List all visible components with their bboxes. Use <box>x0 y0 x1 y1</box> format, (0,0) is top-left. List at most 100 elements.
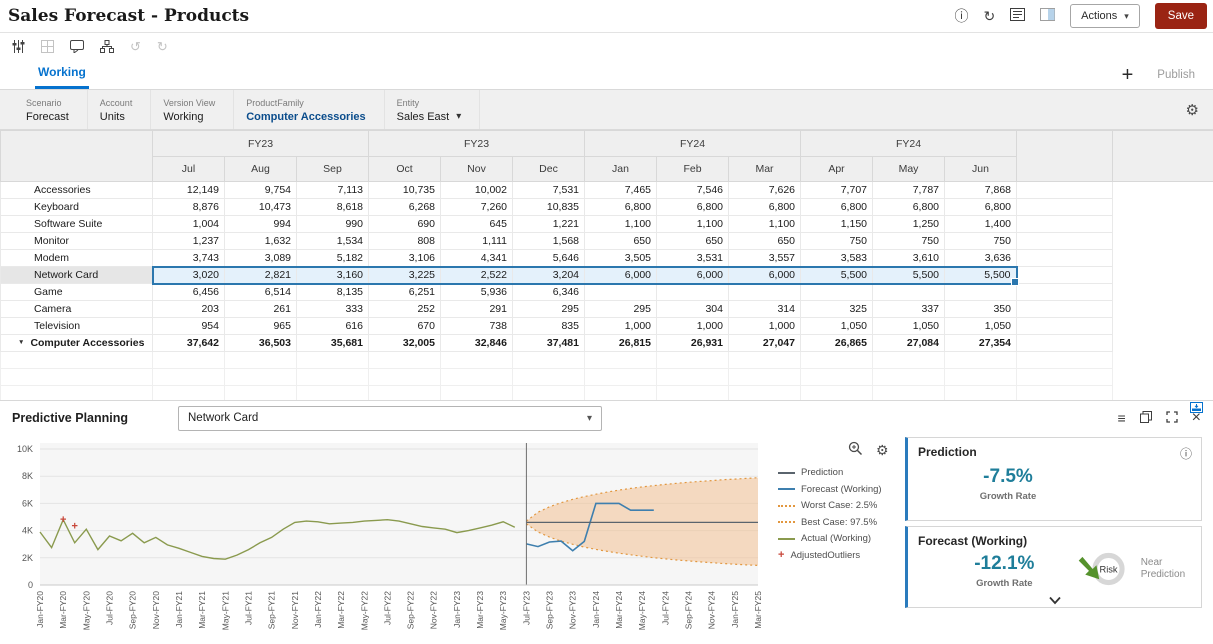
data-cell[interactable]: 35,681 <box>296 334 369 352</box>
data-cell[interactable] <box>800 385 873 400</box>
data-cell[interactable]: 954 <box>152 317 225 335</box>
pov-settings-gear-icon[interactable]: ⚙ <box>1185 101 1199 119</box>
row-header-cell[interactable]: Modem <box>0 249 153 267</box>
data-cell[interactable] <box>224 351 297 369</box>
data-cell[interactable]: 6,800 <box>656 198 729 216</box>
row-header-cell[interactable]: Television <box>0 317 153 335</box>
data-cell[interactable]: 650 <box>656 232 729 250</box>
data-cell[interactable]: 3,557 <box>728 249 801 267</box>
data-cell[interactable] <box>944 368 1017 386</box>
data-cell[interactable]: 252 <box>368 300 441 318</box>
data-cell[interactable]: 670 <box>368 317 441 335</box>
data-cell[interactable] <box>944 283 1017 301</box>
hierarchy-icon[interactable] <box>100 40 114 53</box>
data-cell[interactable]: 3,020 <box>151 265 225 285</box>
data-cell[interactable]: 7,787 <box>872 181 945 199</box>
data-cell[interactable] <box>512 385 585 400</box>
info-icon[interactable]: ⓘ <box>1179 447 1192 461</box>
data-cell[interactable] <box>440 351 513 369</box>
data-cell[interactable]: 10,473 <box>224 198 297 216</box>
data-cell[interactable]: 1,100 <box>584 215 657 233</box>
data-cell[interactable] <box>800 368 873 386</box>
data-cell[interactable] <box>296 385 369 400</box>
data-cell[interactable]: 304 <box>656 300 729 318</box>
save-button[interactable]: Save <box>1154 3 1207 29</box>
data-cell[interactable]: 1,568 <box>512 232 585 250</box>
data-cell[interactable]: 650 <box>728 232 801 250</box>
data-cell[interactable]: 6,268 <box>368 198 441 216</box>
data-cell[interactable] <box>944 385 1017 400</box>
data-cell[interactable]: 10,835 <box>512 198 585 216</box>
data-cell[interactable] <box>872 368 945 386</box>
data-cell[interactable]: 8,876 <box>152 198 225 216</box>
row-header-cell[interactable]: Keyboard <box>0 198 153 216</box>
data-cell[interactable]: 6,800 <box>584 198 657 216</box>
data-cell[interactable] <box>152 385 225 400</box>
member-selector[interactable]: Network Card ▾ <box>178 405 602 431</box>
data-cell[interactable]: 4,341 <box>440 249 513 267</box>
undo-icon[interactable]: ↺ <box>130 38 141 54</box>
data-cell[interactable]: 2,522 <box>440 265 513 285</box>
row-header-cell[interactable] <box>0 351 153 369</box>
data-cell[interactable]: 1,050 <box>872 317 945 335</box>
row-header-cell[interactable]: ▼ Computer Accessories <box>0 334 153 352</box>
data-cell[interactable]: 337 <box>872 300 945 318</box>
data-cell[interactable]: 7,707 <box>800 181 873 199</box>
data-cell[interactable]: 994 <box>224 215 297 233</box>
row-header-cell[interactable]: Game <box>0 283 153 301</box>
dropdown-arrow-icon[interactable]: ▾ <box>586 412 592 424</box>
data-cell[interactable] <box>728 368 801 386</box>
data-cell[interactable] <box>800 351 873 369</box>
data-cell[interactable]: 350 <box>944 300 1017 318</box>
month-header[interactable]: Jan <box>584 156 657 182</box>
data-cell[interactable]: 325 <box>800 300 873 318</box>
data-cell[interactable] <box>512 351 585 369</box>
data-cell[interactable]: 26,865 <box>800 334 873 352</box>
prediction-chart[interactable]: 0 2K 4K 6K 8K 10K + + Jan-FY20 Mar-FY20 May-FY20 Ju… <box>0 435 900 644</box>
comment-icon[interactable] <box>70 40 84 53</box>
data-cell[interactable]: 5,500 <box>800 265 873 285</box>
data-cell[interactable] <box>296 368 369 386</box>
refresh-icon[interactable]: ↻ <box>983 8 996 24</box>
row-header-cell[interactable]: Network Card <box>0 266 153 284</box>
data-cell[interactable]: 6,251 <box>368 283 441 301</box>
data-cell[interactable] <box>440 385 513 400</box>
data-cell[interactable]: 37,481 <box>512 334 585 352</box>
month-header[interactable]: Feb <box>656 156 729 182</box>
data-cell[interactable]: 7,113 <box>296 181 369 199</box>
data-cell[interactable]: 7,260 <box>440 198 513 216</box>
data-cell[interactable]: 27,084 <box>872 334 945 352</box>
data-cell[interactable]: 1,000 <box>656 317 729 335</box>
data-cell[interactable]: 3,089 <box>224 249 297 267</box>
info-icon[interactable]: ⓘ <box>954 8 969 24</box>
pov-tile-version-view[interactable]: Version View Working <box>151 90 235 129</box>
month-header[interactable]: Nov <box>440 156 513 182</box>
chart-settings-gear-icon[interactable]: ⚙ <box>876 442 889 458</box>
data-cell[interactable]: 6,000 <box>728 265 801 285</box>
data-cell[interactable]: 645 <box>440 215 513 233</box>
data-cell[interactable]: 5,182 <box>296 249 369 267</box>
data-cell[interactable] <box>224 385 297 400</box>
data-cell[interactable]: 5,936 <box>440 283 513 301</box>
data-cell[interactable]: 7,465 <box>584 181 657 199</box>
data-cell[interactable]: 3,204 <box>512 265 585 285</box>
data-cell[interactable] <box>152 368 225 386</box>
collapse-triangle-icon[interactable]: ▼ <box>18 339 25 346</box>
data-cell[interactable]: 1,000 <box>728 317 801 335</box>
row-header-cell[interactable] <box>0 385 153 400</box>
maximize-icon[interactable] <box>1166 410 1178 426</box>
data-cell[interactable] <box>800 283 873 301</box>
data-cell[interactable]: 27,047 <box>728 334 801 352</box>
redo-icon[interactable]: ↻ <box>156 38 168 54</box>
data-cell[interactable]: 1,100 <box>656 215 729 233</box>
add-tab-icon[interactable]: + <box>1121 64 1134 86</box>
row-header-cell[interactable]: Software Suite <box>0 215 153 233</box>
data-cell[interactable]: 203 <box>152 300 225 318</box>
data-cell[interactable]: 3,160 <box>296 265 369 285</box>
data-cell[interactable]: 314 <box>728 300 801 318</box>
data-cell[interactable]: 5,646 <box>512 249 585 267</box>
pov-tile-productfamily[interactable]: ProductFamily Computer Accessories <box>234 90 385 129</box>
data-cell[interactable]: 1,000 <box>584 317 657 335</box>
data-cell[interactable]: 835 <box>512 317 585 335</box>
data-cell[interactable]: 261 <box>224 300 297 318</box>
